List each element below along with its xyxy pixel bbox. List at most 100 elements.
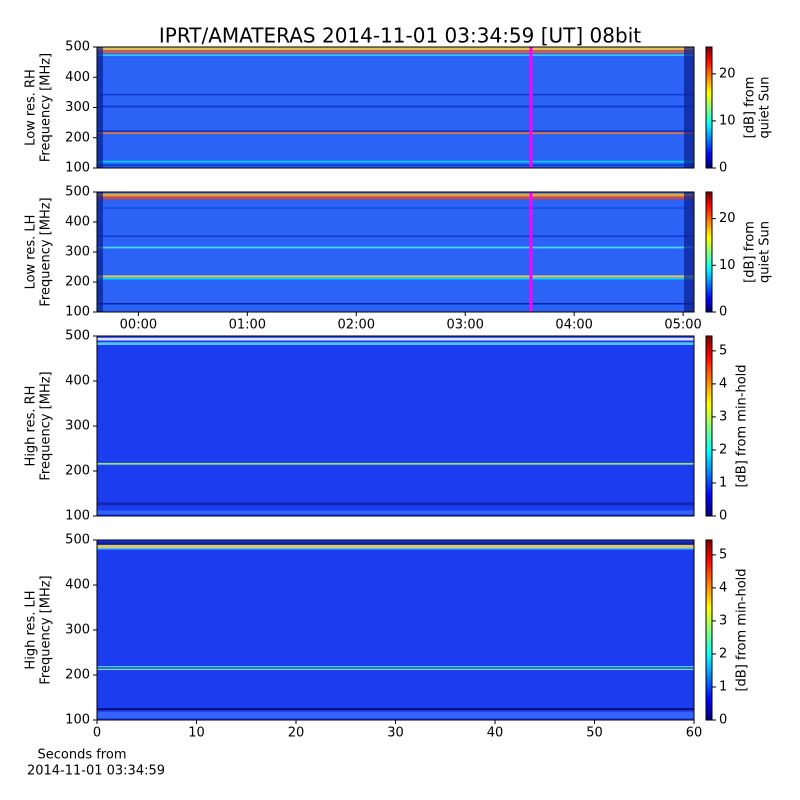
x-axis-label: Seconds from (37, 748, 126, 763)
y-tick-label: 400 (65, 215, 90, 230)
colorbar-tick-label: 10 (719, 113, 736, 128)
colorbar-tick-label: 20 (719, 66, 736, 81)
colorbar-tick-label: 2 (719, 646, 727, 661)
band (97, 544, 694, 549)
colorbar-label: [dB] from min-hold (735, 364, 750, 487)
band (97, 342, 694, 345)
edge (97, 192, 103, 312)
y-tick-label: 300 (65, 419, 90, 434)
colorbar-tick-label: 4 (719, 376, 727, 391)
colorbar-tick-label: 3 (719, 409, 727, 424)
band (97, 130, 694, 132)
y-tick-label: 100 (65, 713, 90, 728)
colorbar-tick-label: 1 (719, 475, 727, 490)
chart-title: IPRT/AMATERAS 2014-11-01 03:34:59 [UT] 0… (159, 24, 641, 48)
band (97, 47, 694, 51)
colorbar-tick-label: 4 (719, 580, 727, 595)
y-axis-label: Low res. LH (24, 215, 39, 290)
edge (97, 47, 103, 168)
colorbar-tick-label: 0 (719, 161, 727, 176)
band (97, 502, 694, 506)
y-tick-label: 500 (65, 185, 90, 200)
spectrogram (97, 336, 694, 516)
edge (684, 47, 694, 168)
y-axis-label: High res. RH (24, 386, 39, 467)
band (97, 666, 694, 668)
x-axis-label: 2014-11-01 03:34:59 (27, 764, 165, 779)
band (97, 193, 694, 197)
x-tick-label: 40 (487, 726, 504, 741)
colorbar (705, 539, 713, 721)
band (97, 235, 694, 237)
y-tick-label: 200 (65, 130, 90, 145)
band (97, 246, 694, 249)
colorbar-label: [dB] from (743, 77, 758, 139)
y-tick-label: 400 (65, 374, 90, 389)
x-tick-label: 03:00 (446, 318, 483, 333)
x-tick-label: 50 (586, 726, 603, 741)
y-axis-label: Frequency [MHz] (39, 575, 54, 684)
colorbar-tick-label: 5 (719, 343, 727, 358)
x-tick-label: 04:00 (555, 318, 592, 333)
band (97, 93, 694, 96)
x-tick-label: 00:00 (120, 318, 157, 333)
y-tick-label: 200 (65, 668, 90, 683)
colorbar-tick-label: 5 (719, 547, 727, 562)
band (97, 711, 694, 719)
band (97, 548, 694, 550)
band (97, 462, 694, 465)
colorbar (705, 335, 713, 517)
x-tick-label: 01:00 (229, 318, 266, 333)
colorbar (705, 46, 713, 169)
colorbar-label: quiet Sun (758, 76, 773, 138)
colorbar-label: [dB] from (743, 221, 758, 283)
colorbar-tick-label: 3 (719, 613, 727, 628)
y-tick-label: 400 (65, 578, 90, 593)
y-tick-label: 100 (65, 305, 90, 320)
x-tick-label: 20 (288, 726, 305, 741)
x-tick-label: 10 (188, 726, 205, 741)
band (97, 164, 694, 167)
band (97, 541, 694, 545)
colorbar-tick-label: 0 (719, 713, 727, 728)
colorbar-label: quiet Sun (758, 221, 773, 283)
band (97, 668, 694, 671)
band (97, 303, 694, 305)
band (97, 277, 694, 280)
band (97, 337, 694, 341)
y-tick-label: 500 (65, 40, 90, 55)
band (97, 160, 694, 163)
band (97, 196, 694, 200)
x-tick-label: 05:00 (664, 318, 701, 333)
y-tick-label: 300 (65, 100, 90, 115)
band (97, 275, 694, 278)
band (97, 708, 694, 711)
y-axis-label: Frequency [MHz] (39, 53, 54, 162)
colorbar-tick-label: 20 (719, 211, 736, 226)
band (97, 510, 694, 515)
y-tick-label: 500 (65, 533, 90, 548)
colorbar (705, 191, 713, 313)
colorbar-tick-label: 2 (719, 442, 727, 457)
y-tick-label: 400 (65, 70, 90, 85)
y-axis-label: Low res. RH (24, 69, 39, 146)
band (97, 207, 694, 209)
y-tick-label: 100 (65, 161, 90, 176)
y-axis-label: High res. LH (24, 590, 39, 669)
y-tick-label: 200 (65, 464, 90, 479)
band (97, 54, 694, 57)
colorbar-tick-label: 0 (719, 305, 727, 320)
x-tick-label: 02:00 (338, 318, 375, 333)
y-tick-label: 100 (65, 509, 90, 524)
colorbar-label: [dB] from min-hold (735, 568, 750, 691)
band (97, 105, 694, 108)
y-tick-label: 500 (65, 329, 90, 344)
x-tick-label: 0 (93, 726, 101, 741)
colorbar-tick-label: 1 (719, 679, 727, 694)
y-tick-label: 300 (65, 623, 90, 638)
band (97, 132, 694, 135)
y-axis-label: Frequency [MHz] (39, 197, 54, 306)
x-tick-label: 30 (387, 726, 404, 741)
spectrogram (97, 192, 694, 312)
